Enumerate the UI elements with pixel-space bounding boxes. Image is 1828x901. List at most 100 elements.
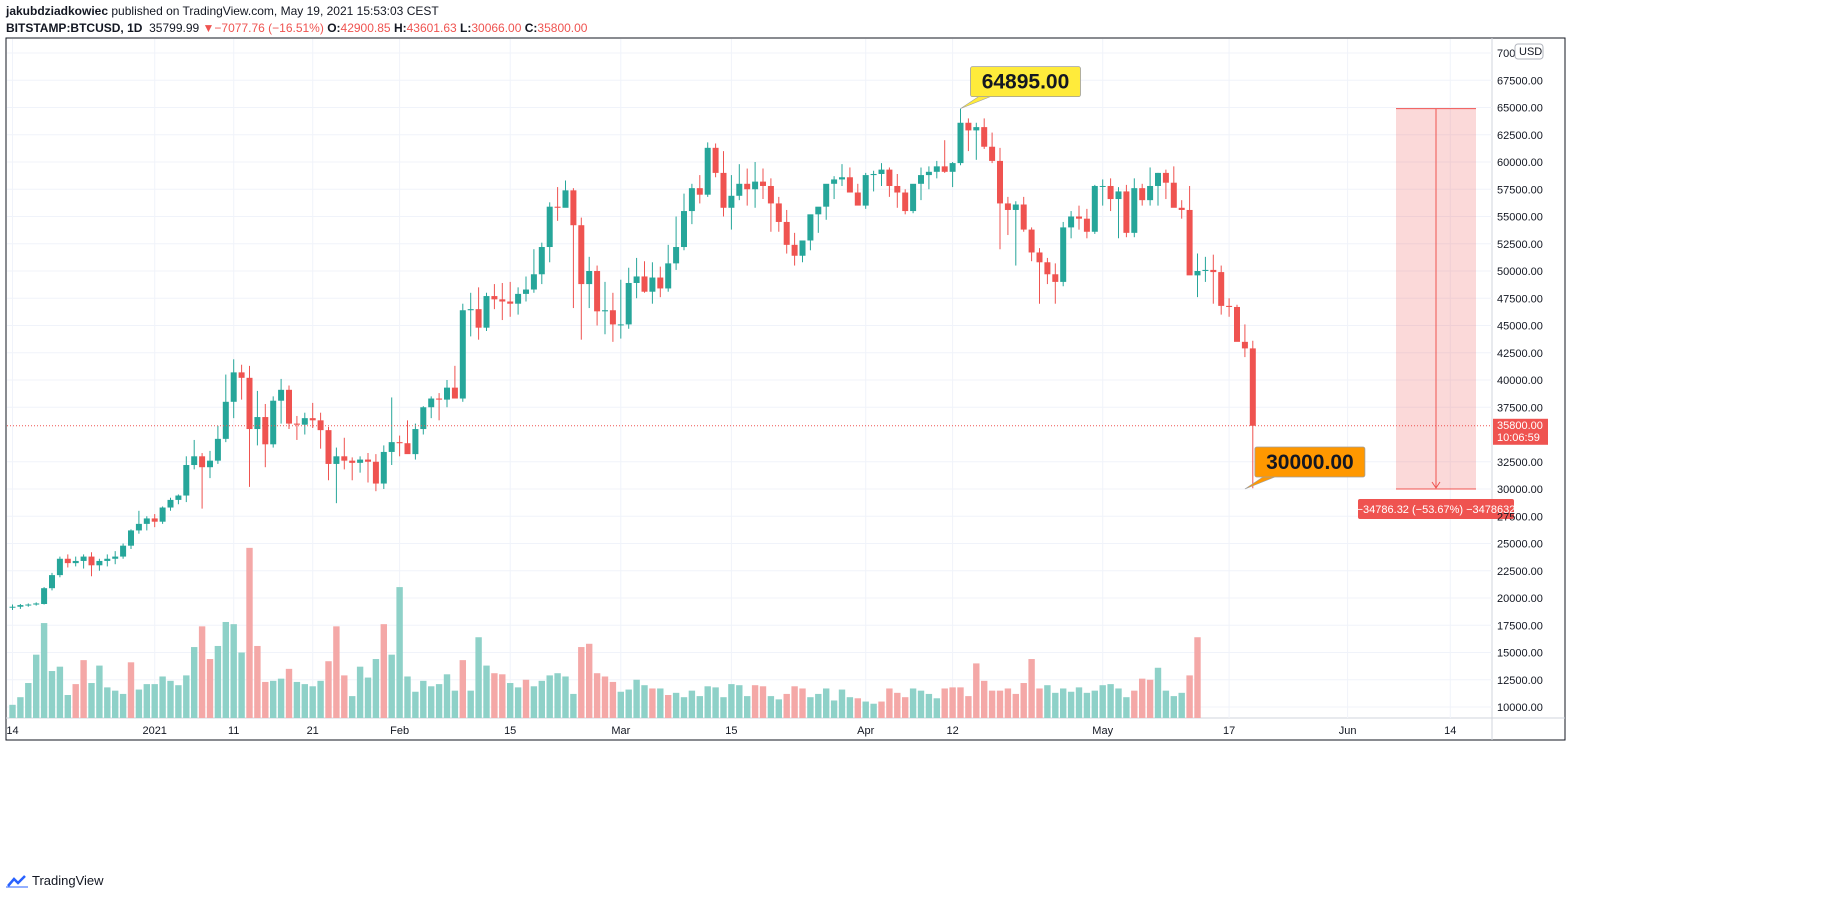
brand-name[interactable]: TradingView [32, 873, 104, 888]
candle [1170, 166, 1177, 208]
candle [96, 558, 103, 571]
candle-body [1241, 341, 1248, 349]
candle-body [459, 310, 466, 399]
candle [412, 423, 419, 460]
candle-body [823, 183, 830, 207]
candle-body [380, 451, 387, 484]
candle [365, 453, 371, 483]
volume-bar [712, 687, 719, 718]
volume-bar [1154, 667, 1162, 718]
candle [436, 393, 443, 421]
volume-bar [601, 676, 609, 718]
volume-bar [507, 683, 514, 718]
candle [1052, 263, 1059, 304]
volume-bar [341, 675, 348, 718]
candle [657, 266, 664, 298]
candle-body [918, 175, 924, 184]
candle [151, 514, 158, 528]
volume-bar [451, 690, 459, 718]
candle [1076, 205, 1082, 230]
volume-bar [902, 697, 909, 718]
candle-body [9, 606, 16, 608]
candle-body [775, 203, 782, 222]
candle-body [594, 271, 601, 312]
candle [941, 140, 948, 173]
candle-body [1131, 188, 1138, 233]
candle-body [633, 276, 640, 283]
candle-body [1099, 185, 1106, 187]
volume-bar [80, 660, 87, 718]
low-callout-box [1254, 446, 1366, 478]
candle [444, 380, 450, 408]
candle-body [246, 377, 253, 430]
volume-bar [277, 678, 285, 718]
candle-body [1083, 218, 1090, 232]
high-callout: 64895.00 [960, 66, 1081, 109]
candle [728, 175, 735, 230]
time-axis[interactable]: 14 2021 11 21 Feb 15 Mar 15 Apr 12 May 17 Jun 14 [6, 725, 1456, 737]
candle [388, 397, 395, 466]
candle [918, 167, 924, 201]
volume-bar [1004, 688, 1012, 718]
candle-body [933, 166, 940, 172]
candle [1210, 254, 1217, 304]
volume-bar [609, 681, 617, 718]
price-axis[interactable]: 70000.0067500.0065000.0062500.0060000.00… [1497, 43, 1544, 714]
volume-bar [1170, 696, 1177, 718]
high-label: H: [393, 21, 407, 35]
candle [1107, 178, 1114, 212]
candle-body [1186, 209, 1193, 276]
y-tick-label: 12500.00 [1497, 675, 1543, 687]
candle [688, 183, 695, 225]
candle-body [451, 387, 458, 399]
change-down-icon: ▼ [202, 21, 215, 35]
volume-bar [270, 680, 277, 718]
publish-date: published on TradingView.com, May 19, 20… [111, 4, 439, 18]
volume-bar [728, 684, 735, 718]
candle-body [894, 185, 901, 193]
author[interactable]: jakubdziadkowiec [6, 4, 109, 18]
candle [451, 365, 458, 399]
candle [1091, 184, 1098, 234]
x-tick-label: 15 [725, 725, 737, 737]
volume-bar [1075, 687, 1083, 718]
volume-bar [870, 703, 877, 718]
candle [159, 506, 166, 524]
candle-body [1028, 229, 1035, 253]
volume-bar [744, 696, 751, 718]
candle [523, 276, 529, 302]
volume-bar [325, 661, 332, 718]
candle [1202, 256, 1209, 282]
candle [301, 412, 308, 435]
y-tick-label: 67500.00 [1497, 75, 1543, 87]
volume-bar [1178, 692, 1185, 718]
candle-body [767, 185, 774, 204]
candle [325, 426, 332, 481]
x-tick-label: 2021 [142, 725, 166, 737]
candle [317, 412, 324, 449]
candle-body [238, 372, 245, 378]
candle-body [562, 190, 569, 208]
candle-body [1147, 185, 1154, 201]
low-callout: 30000.00 [1244, 446, 1366, 490]
candle-body [270, 400, 277, 445]
candle [1162, 169, 1169, 200]
volume-bar [570, 693, 577, 718]
volume-bar [775, 699, 782, 718]
volume-bar [491, 673, 498, 718]
candle-body [349, 460, 356, 463]
candle-body [341, 456, 348, 461]
volume-bar [230, 624, 237, 718]
candle [396, 435, 403, 457]
candle [1194, 253, 1201, 298]
candle-body [404, 443, 411, 455]
candle-body [1249, 348, 1256, 426]
volume-bar [791, 686, 798, 718]
candle [467, 292, 474, 337]
candle-body [191, 456, 198, 466]
candle [1147, 167, 1154, 206]
candle-body [1234, 306, 1240, 342]
candle [1234, 304, 1240, 342]
candle [199, 453, 206, 509]
